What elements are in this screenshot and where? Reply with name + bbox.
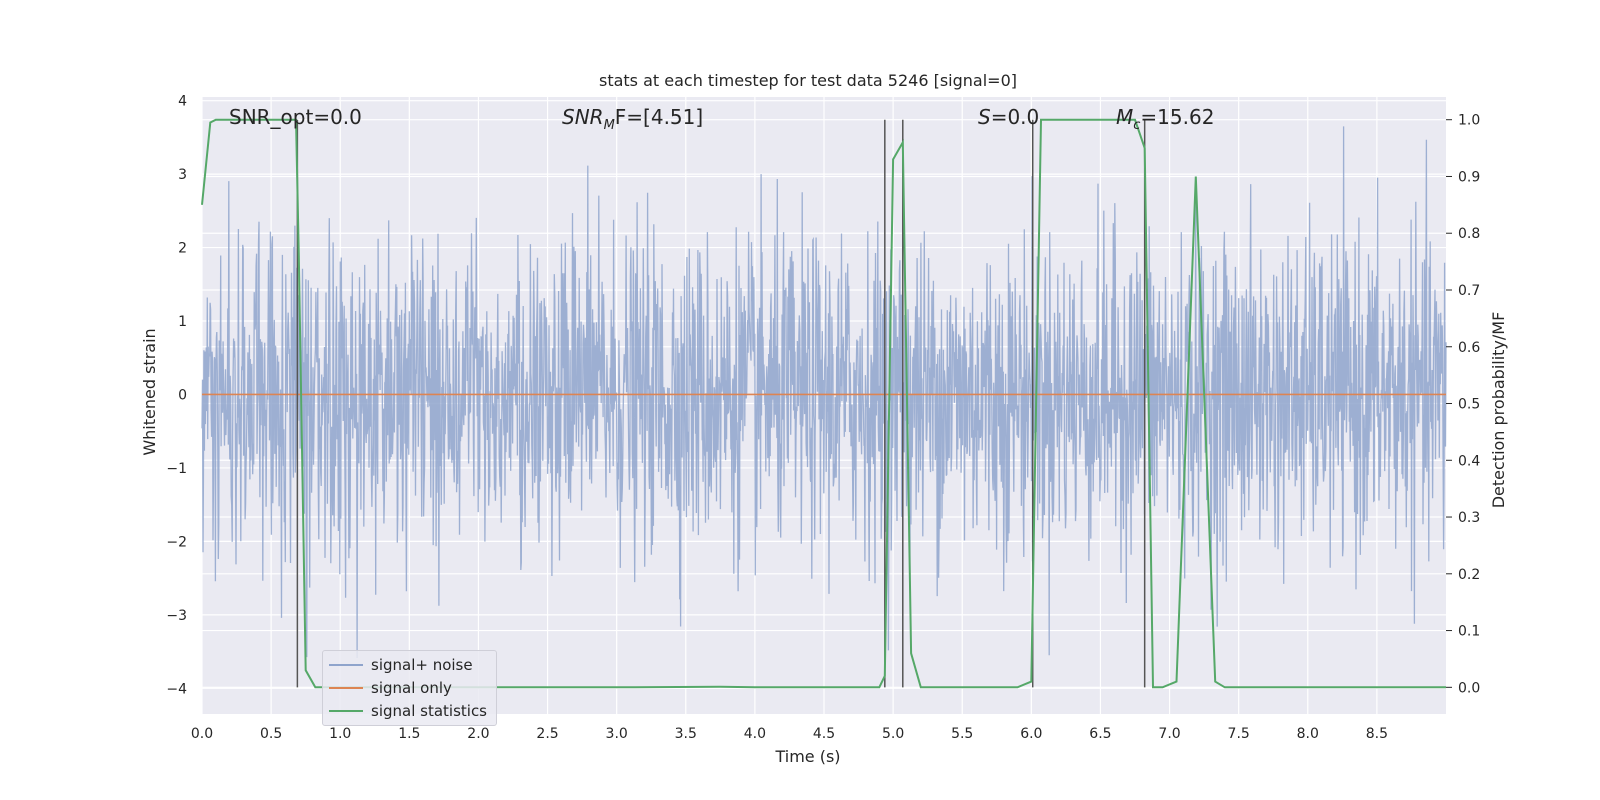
y2-tick-label: 1.0 <box>1458 113 1480 129</box>
x-tick-label: 2.0 <box>467 726 489 742</box>
legend-label-signal-noise: signal+ noise <box>371 656 473 674</box>
y-tick-label: −2 <box>166 534 187 550</box>
x-tick-label: 0.5 <box>260 726 282 742</box>
axis-ticks: 0.0 0.5 1.0 1.5 2.0 2.5 3.0 3.5 4.0 4.5 5.0 5.5 6.0 6… <box>166 94 1480 742</box>
y-tick-label: −1 <box>166 461 187 477</box>
x-tick-label: 5.5 <box>951 726 973 742</box>
chart-title: stats at each timestep for test data 524… <box>599 71 1017 90</box>
y-tick-label: 2 <box>178 241 187 257</box>
annotation-text: Mc=15.62 <box>1116 105 1214 133</box>
signal-statistics-series <box>201 118 1446 689</box>
x-tick-label: 5.0 <box>882 726 904 742</box>
legend-item-signal-noise: signal+ noise <box>329 655 473 675</box>
x-tick-label: 2.5 <box>536 726 558 742</box>
legend: signal+ noise signal only signal statist… <box>322 650 497 726</box>
x-tick-label: 3.5 <box>675 726 697 742</box>
annotation-text: SNR_opt=0.0 <box>229 105 362 129</box>
annotation-text: SNRMF=[4.51] <box>562 105 703 133</box>
chart-annotations: SNR_opt=0.0 SNRMF=[4.51] S=0.0 Mc=15.62 <box>229 105 1214 133</box>
y-tick-label: 1 <box>178 314 187 330</box>
y2-tick-label: 0.2 <box>1458 567 1480 583</box>
signal-statistics-line <box>201 118 1446 689</box>
x-tick-label: 8.5 <box>1366 726 1388 742</box>
y2-tick-label: 0.6 <box>1458 340 1480 356</box>
y2-tick-label: 0.5 <box>1458 397 1480 413</box>
x-tick-label: 1.5 <box>398 726 420 742</box>
x-tick-label: 3.0 <box>606 726 628 742</box>
x-tick-label: 6.5 <box>1089 726 1111 742</box>
y-tick-label: 3 <box>178 167 187 183</box>
y2-tick-label: 0.0 <box>1458 680 1480 696</box>
x-tick-label: 7.0 <box>1158 726 1180 742</box>
x-tick-label: 4.0 <box>744 726 766 742</box>
legend-swatch-signal-only <box>329 687 363 689</box>
y2-tick-label: 0.8 <box>1458 226 1480 242</box>
y-tick-label: 0 <box>178 387 187 403</box>
legend-swatch-signal-noise <box>329 664 363 666</box>
x-tick-label: 1.0 <box>329 726 351 742</box>
y2-tick-label: 0.7 <box>1458 283 1480 299</box>
x-tick-label: 6.0 <box>1020 726 1042 742</box>
y-tick-label: −4 <box>166 681 187 697</box>
legend-item-signal-only: signal only <box>329 678 452 698</box>
y2-tick-label: 0.4 <box>1458 453 1480 469</box>
y2-tick-label: 0.3 <box>1458 510 1480 526</box>
x-tick-label: 4.5 <box>813 726 835 742</box>
legend-label-signal-statistics: signal statistics <box>371 702 488 720</box>
y2-tick-label: 0.9 <box>1458 169 1480 185</box>
y2-tick-label: 0.1 <box>1458 624 1480 640</box>
y2-axis-label: Detection probability/MF <box>1489 312 1508 509</box>
x-tick-label: 0.0 <box>191 726 213 742</box>
signal-noise-series <box>201 126 1447 659</box>
legend-item-signal-statistics: signal statistics <box>329 701 487 721</box>
y-tick-label: −3 <box>166 608 187 624</box>
x-axis-label: Time (s) <box>774 747 840 766</box>
annotation-text: S=0.0 <box>978 105 1039 129</box>
y-axis-label: Whitened strain <box>140 328 159 455</box>
legend-label-signal-only: signal only <box>371 679 452 697</box>
legend-swatch-signal-statistics <box>329 710 363 712</box>
y-tick-label: 4 <box>178 94 187 110</box>
x-tick-label: 8.0 <box>1297 726 1319 742</box>
signal-noise-line <box>201 126 1447 659</box>
x-tick-label: 7.5 <box>1228 726 1250 742</box>
